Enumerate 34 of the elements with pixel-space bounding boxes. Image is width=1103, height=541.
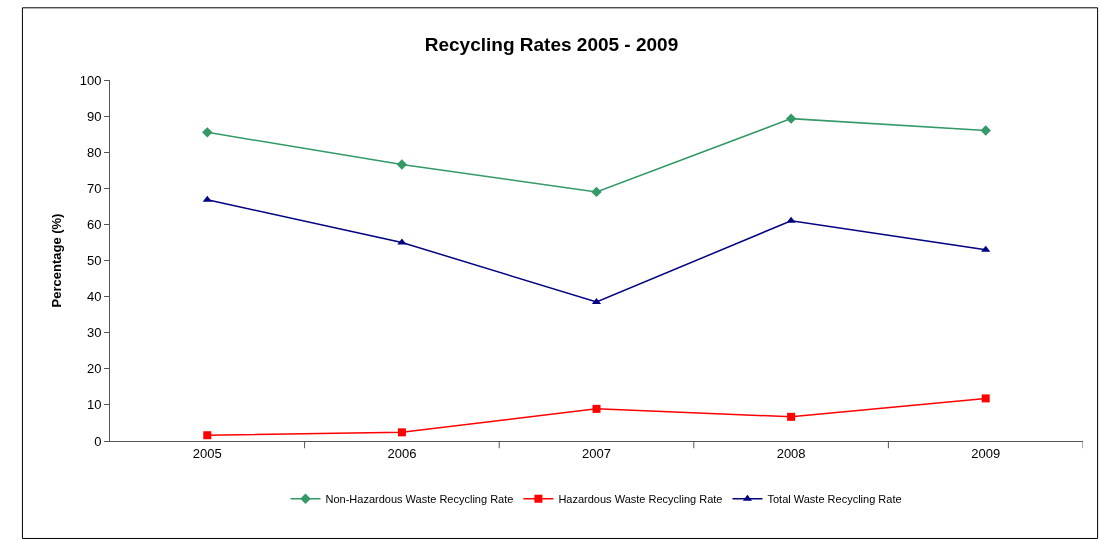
point [202, 127, 213, 138]
point [786, 216, 796, 223]
y-axis-title: Percentage (%) [48, 213, 64, 308]
y-tick-label: 40 [86, 289, 102, 305]
y-tick-label: 0 [94, 433, 102, 449]
y-tick-label: 20 [86, 361, 102, 377]
x-tick-label: 2005 [192, 445, 222, 461]
point [203, 431, 212, 440]
y-tick-label: 80 [86, 144, 102, 160]
point [981, 245, 991, 252]
point [785, 113, 797, 124]
y-tick-label: 60 [86, 216, 102, 232]
point [787, 412, 796, 421]
legend-label: Hazardous Waste Recycling Rate [558, 493, 723, 506]
point [397, 428, 406, 437]
y-tick-label: 90 [86, 108, 102, 124]
y-tick-label: 30 [86, 325, 102, 341]
chart-title: Recycling Rates 2005 - 2009 [424, 34, 679, 56]
point [981, 394, 990, 403]
y-tick-label: 70 [86, 180, 102, 196]
point [980, 125, 991, 136]
x-tick-label: 2007 [582, 445, 611, 461]
x-tick-label: 2008 [776, 445, 806, 461]
x-tick-label: 2006 [387, 445, 417, 461]
y-tick-label: 50 [86, 253, 102, 269]
y-tick-label: 100 [79, 72, 102, 88]
point [202, 195, 212, 202]
legend-label: Non-Hazardous Waste Recycling Rate [325, 493, 514, 506]
y-tick-label: 10 [86, 397, 102, 413]
x-tick-label: 2009 [971, 445, 1001, 461]
point [592, 404, 601, 413]
point [396, 159, 408, 170]
legend-label: Total Waste Recycling Rate [767, 493, 902, 506]
point [591, 186, 602, 198]
